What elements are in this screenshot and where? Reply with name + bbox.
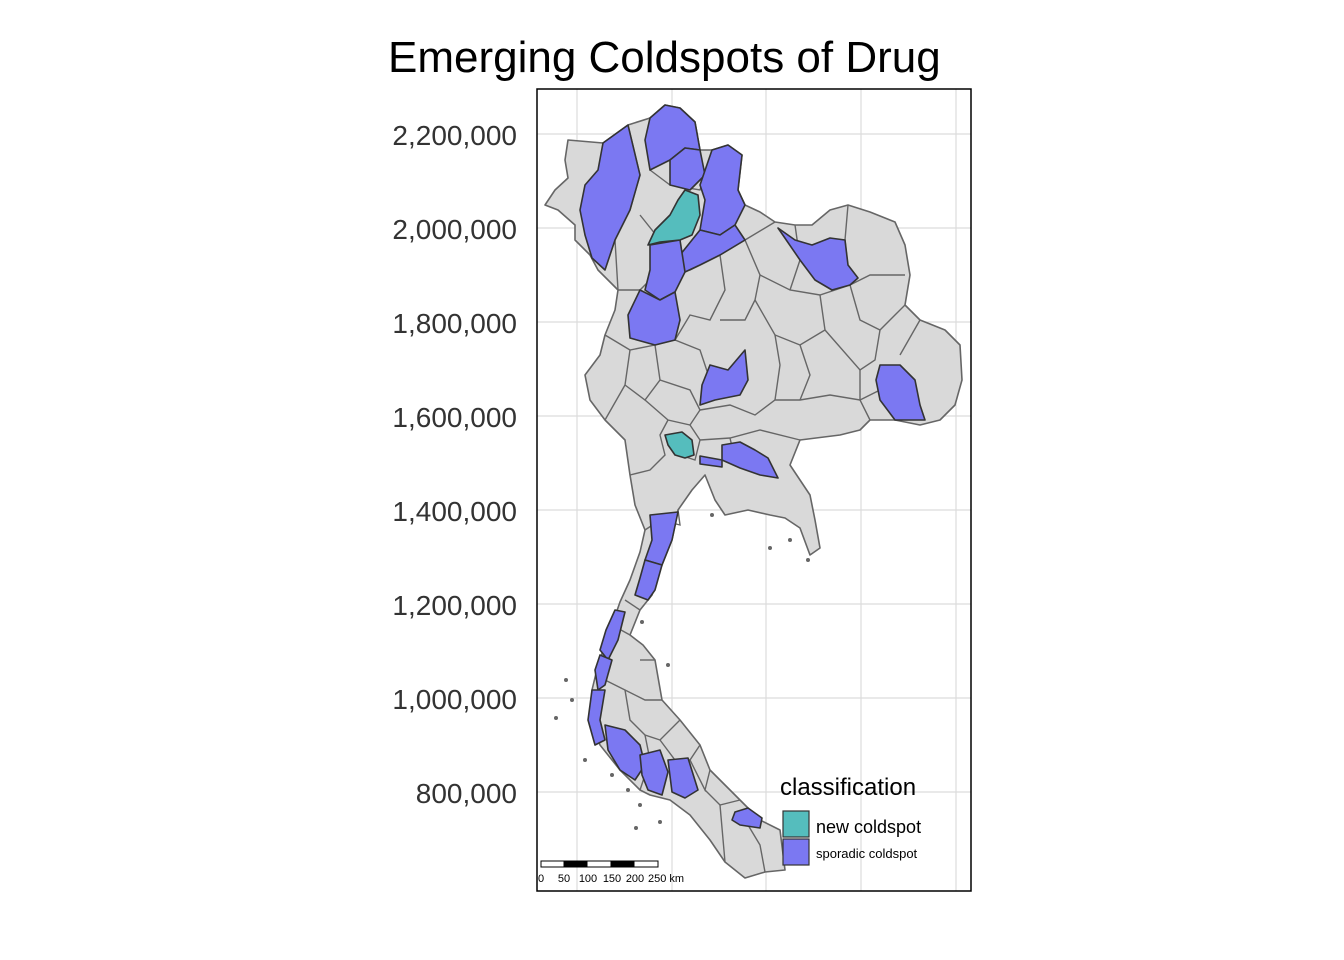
scale-label: 200 [626, 873, 644, 885]
scale-label: 0 [538, 873, 544, 885]
legend-title: classification [780, 774, 916, 801]
scale-label: 150 [603, 873, 621, 885]
scale-bar: 0 50 100 150 200 250 km [538, 860, 684, 885]
sporadic-region [634, 559, 663, 601]
y-tick-label: 1,200,000 [392, 590, 517, 621]
islands [554, 513, 810, 830]
y-tick-label: 1,800,000 [392, 308, 517, 339]
sporadic-region [587, 689, 606, 746]
scale-label: 100 [579, 873, 597, 885]
sporadic-region [604, 724, 646, 781]
legend: classification new coldspot sporadic col… [780, 774, 921, 866]
y-tick-label: 1,600,000 [392, 402, 517, 433]
y-tick-label: 1,000,000 [392, 684, 517, 715]
scale-label: 50 [558, 873, 570, 885]
panel-border [536, 88, 972, 892]
sporadic-region [699, 349, 749, 406]
scale-label: 250 km [648, 873, 684, 885]
sporadic-region [777, 227, 859, 291]
sporadic-coldspot-regions [579, 104, 926, 829]
sporadic-region [639, 749, 669, 796]
y-tick-label: 1,400,000 [392, 496, 517, 527]
sporadic-region [699, 455, 723, 468]
new-coldspot-region [647, 189, 701, 246]
y-tick-label: 800,000 [416, 778, 517, 809]
legend-label-sporadic-coldspot: sporadic coldspot [816, 846, 918, 861]
sporadic-region [667, 757, 699, 799]
sporadic-region [731, 807, 763, 829]
new-coldspot-region [664, 431, 695, 459]
sporadic-region [594, 654, 613, 691]
sporadic-region [627, 289, 681, 346]
legend-swatch-sporadic-coldspot [782, 838, 810, 866]
y-axis-tick-labels: 2,200,000 2,000,000 1,800,000 1,600,000 … [392, 120, 517, 809]
map-title: Emerging Coldspots of Drug [388, 33, 941, 82]
sporadic-region [721, 441, 779, 479]
y-tick-label: 2,200,000 [392, 120, 517, 151]
legend-label-new-coldspot: new coldspot [816, 817, 921, 837]
sporadic-region [579, 124, 641, 271]
new-coldspot-regions [647, 189, 701, 459]
map-panel: classification new coldspot sporadic col… [536, 88, 972, 892]
legend-swatch-new-coldspot [782, 810, 810, 838]
y-tick-label: 2,000,000 [392, 214, 517, 245]
sporadic-region [875, 364, 926, 421]
